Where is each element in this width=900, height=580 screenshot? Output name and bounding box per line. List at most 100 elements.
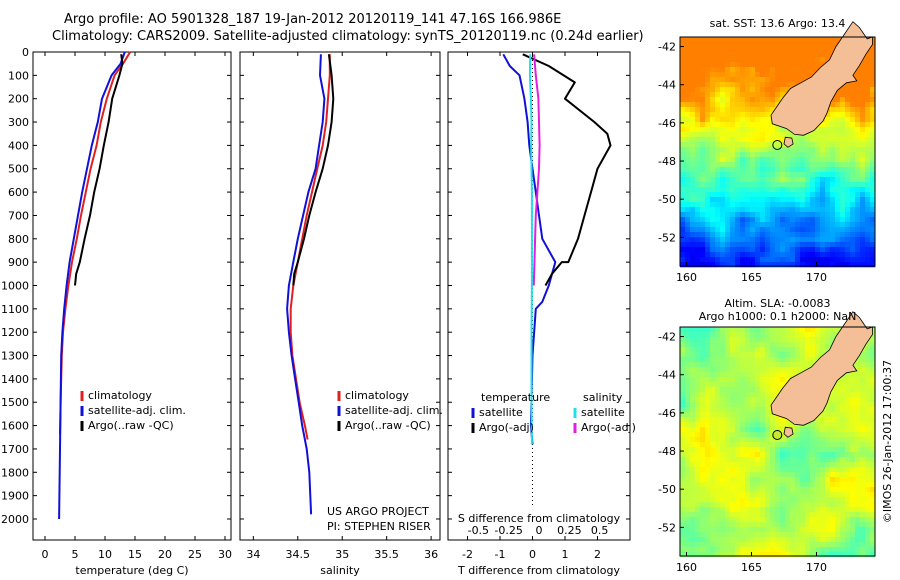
map-cell xyxy=(840,217,846,223)
map-cell xyxy=(700,142,706,148)
map-cell xyxy=(865,127,871,133)
map-cell xyxy=(750,552,756,558)
map-cell xyxy=(790,52,796,58)
map-cell xyxy=(735,427,741,433)
map-cell xyxy=(700,407,706,413)
map-cell xyxy=(800,352,806,358)
map-cell xyxy=(735,167,741,173)
map-cell xyxy=(700,97,706,103)
map-cell xyxy=(705,372,711,378)
map-cell xyxy=(845,227,851,233)
map-cell xyxy=(830,427,836,433)
map-cell xyxy=(770,437,776,443)
map-cell xyxy=(710,107,716,113)
map-cell xyxy=(870,182,876,188)
map-cell xyxy=(860,452,866,458)
map-cell xyxy=(810,67,816,73)
map-cell xyxy=(810,262,816,268)
map-cell xyxy=(725,252,731,258)
map-cell xyxy=(750,517,756,523)
map-cell xyxy=(795,497,801,503)
map-cell xyxy=(790,232,796,238)
map-cell xyxy=(740,132,746,138)
map-cell xyxy=(765,222,771,228)
map-cell xyxy=(810,72,816,78)
map-cell xyxy=(865,92,871,98)
map-cell xyxy=(705,217,711,223)
map-cell xyxy=(775,42,781,48)
map-cell xyxy=(845,402,851,408)
map-cell xyxy=(685,342,691,348)
map-cell xyxy=(690,117,696,123)
map-cell xyxy=(710,257,716,263)
map-cell xyxy=(695,82,701,88)
map-cell xyxy=(690,437,696,443)
map-cell xyxy=(765,412,771,418)
map-cell xyxy=(765,367,771,373)
map-cell xyxy=(685,552,691,558)
map-cell xyxy=(715,132,721,138)
map-cell xyxy=(680,527,686,533)
map-cell xyxy=(785,507,791,513)
map-cell xyxy=(800,457,806,463)
map-cell xyxy=(710,232,716,238)
map-cell xyxy=(725,37,731,43)
map-cell xyxy=(685,327,691,333)
map-cell xyxy=(840,127,846,133)
map-cell xyxy=(755,192,761,198)
temperature-panel: 0100200300400500600700800900100011001200… xyxy=(1,46,232,577)
map-cell xyxy=(705,472,711,478)
map-cell xyxy=(750,452,756,458)
map-cell xyxy=(740,247,746,253)
map-cell xyxy=(790,482,796,488)
map-cell xyxy=(765,147,771,153)
map-cell xyxy=(685,137,691,143)
map-cell xyxy=(790,357,796,363)
map-cell xyxy=(860,72,866,78)
map-cell xyxy=(700,137,706,143)
map-cell xyxy=(710,377,716,383)
map-cell xyxy=(720,352,726,358)
map-cell xyxy=(685,197,691,203)
map-cell xyxy=(740,422,746,428)
map-cell xyxy=(685,547,691,553)
map-cell xyxy=(870,212,876,218)
map-cell xyxy=(855,427,861,433)
map-cell xyxy=(735,257,741,263)
map-cell xyxy=(720,447,726,453)
map-cell xyxy=(760,432,766,438)
map-cell xyxy=(825,237,831,243)
map-cell xyxy=(825,447,831,453)
map-cell xyxy=(685,152,691,158)
map-cell xyxy=(715,112,721,118)
map-cell xyxy=(720,442,726,448)
map-cell xyxy=(680,552,686,558)
map-cell xyxy=(690,462,696,468)
map-cell xyxy=(750,47,756,53)
map-cell xyxy=(740,512,746,518)
map-cell xyxy=(760,477,766,483)
map-cell xyxy=(865,457,871,463)
map-cell xyxy=(825,337,831,343)
map-cell xyxy=(725,132,731,138)
map-cell xyxy=(745,332,751,338)
map-cell xyxy=(690,537,696,543)
map-cell xyxy=(745,37,751,43)
map-cell xyxy=(730,442,736,448)
map-cell xyxy=(810,462,816,468)
map-cell xyxy=(705,397,711,403)
map-cell xyxy=(715,367,721,373)
map-cell xyxy=(690,187,696,193)
map-cell xyxy=(765,237,771,243)
map-cell xyxy=(745,87,751,93)
map-cell xyxy=(770,542,776,548)
map-cell xyxy=(685,92,691,98)
map-cell xyxy=(730,122,736,128)
map-cell xyxy=(830,137,836,143)
map-cell xyxy=(710,477,716,483)
map-cell xyxy=(800,152,806,158)
map-cell xyxy=(745,492,751,498)
map-cell xyxy=(705,547,711,553)
map-cell xyxy=(680,167,686,173)
map-cell xyxy=(685,127,691,133)
